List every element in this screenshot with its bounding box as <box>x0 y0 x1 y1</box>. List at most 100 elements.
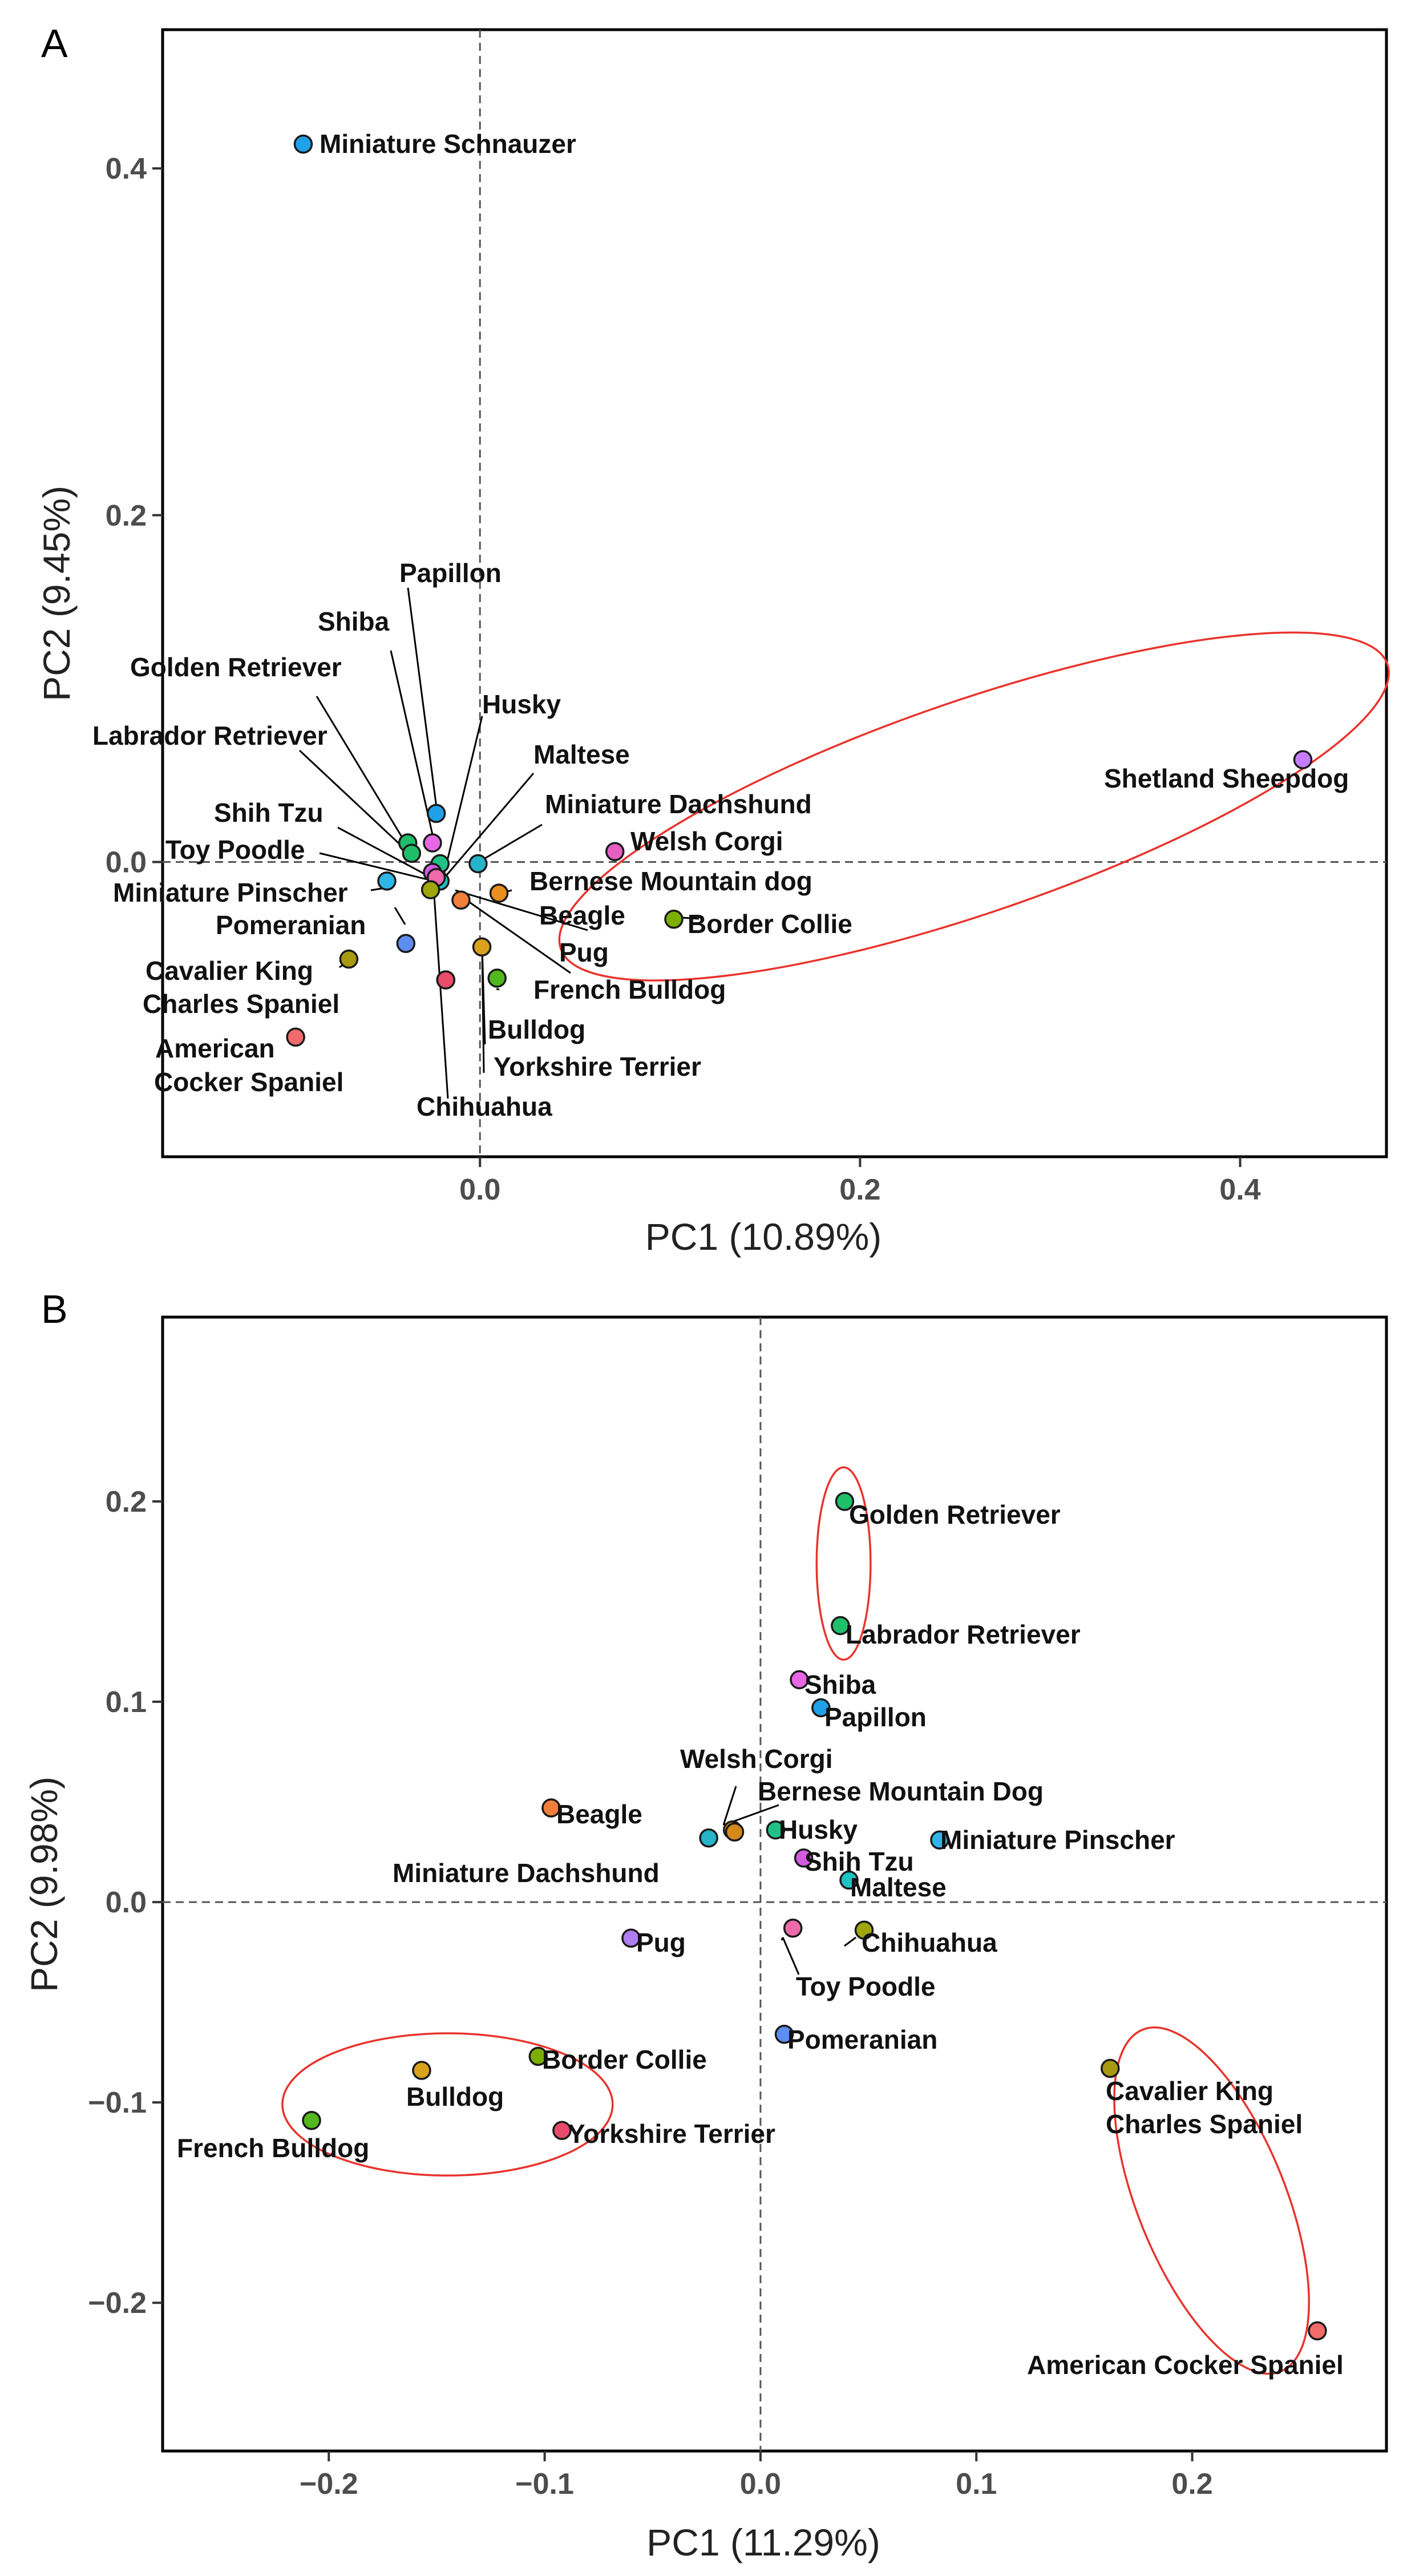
label-french-bulldog: French Bulldog <box>177 2133 369 2163</box>
x-tick-label: 0.2 <box>839 1173 880 1206</box>
panel-a-point-labels: Miniature Schnauzer Shetland Sheepdog Pa… <box>92 129 1349 1121</box>
label-golden-retriever: Golden Retriever <box>130 652 342 682</box>
x-tick-label: 0.0 <box>459 1173 500 1206</box>
label-papillon: Papillon <box>824 1702 927 1732</box>
point-american-cocker-spaniel <box>1308 2321 1327 2341</box>
panel-b-x-axis-title: PC1 (11.29%) <box>646 2521 880 2563</box>
panel-b: B −0.2 −0.1 0.0 0.1 0.2 −0.2 −0.1 0.0 0.1 0.2 Gol… <box>23 1287 1388 2563</box>
point-husky <box>766 1820 786 1840</box>
y-tick-label: −0.2 <box>88 2287 147 2320</box>
label-miniature-dachshund: Miniature Dachshund <box>393 1858 660 1888</box>
point-miniature-dachshund <box>699 1828 718 1848</box>
label-yorkshire-terrier: Yorkshire Terrier <box>568 2119 775 2149</box>
panel-a-reference-lines <box>163 30 1386 1157</box>
label-toy-poodle: Toy Poodle <box>165 835 305 865</box>
label-chihuahua: Chihuahua <box>862 1928 997 1957</box>
label-shiba: Shiba <box>318 607 390 636</box>
cluster-ellipse-1 <box>558 631 1390 982</box>
label-welsh-corgi: Welsh Corgi <box>680 1744 833 1774</box>
label-cavalier-line1: Cavalier King <box>145 956 313 986</box>
label-border-collie: Border Collie <box>688 909 852 939</box>
point-labrador-retriever <box>402 843 422 863</box>
panel-a-y-axis-title: PC2 (9.45%) <box>35 486 78 701</box>
label-toy-poodle: Toy Poodle <box>796 1972 936 2001</box>
label-american-line2: Cocker Spaniel <box>154 1067 343 1097</box>
label-cavalier-line2: Charles Spaniel <box>1106 2109 1303 2139</box>
label-bernese: Bernese Mountain Dog <box>758 1776 1044 1806</box>
panel-a-letter: A <box>41 21 68 66</box>
label-miniature-pinscher: Miniature Pinscher <box>113 878 348 907</box>
cluster-ellipse-2 <box>281 2032 614 2177</box>
y-tick-label: 0.4 <box>106 152 147 185</box>
panel-b-ellipses <box>281 1466 1310 2375</box>
point-golden-retriever <box>835 1492 855 1511</box>
label-french-bulldog: French Bulldog <box>533 975 726 1004</box>
label-maltese: Maltese <box>533 740 630 769</box>
label-husky: Husky <box>779 1815 858 1844</box>
cluster-ellipse-1 <box>815 1466 872 1661</box>
label-maltese: Maltese <box>850 1872 947 1902</box>
panel-b-reference-lines <box>163 1317 1386 2451</box>
point-miniature-pinscher <box>930 1830 949 1850</box>
panel-b-ticks: −0.2 −0.1 0.0 0.1 0.2 −0.2 −0.1 0.0 0.1 0.2 <box>88 1485 1212 2501</box>
x-tick-label: 0.4 <box>1219 1173 1260 1206</box>
panel-b-letter: B <box>41 1287 68 1331</box>
x-tick-label: 0.0 <box>740 2468 781 2501</box>
x-tick-label: 0.2 <box>1171 2468 1212 2501</box>
label-husky: Husky <box>482 689 561 719</box>
panel-a: A 0.0 0.2 0.4 0.0 0.2 0.4 <box>35 21 1390 1258</box>
label-miniature-schnauzer: Miniature Schnauzer <box>320 129 576 159</box>
label-welsh-corgi: Welsh Corgi <box>630 826 783 856</box>
point-border-collie <box>528 2046 548 2066</box>
point-yorkshire-terrier <box>436 970 456 990</box>
point-pomeranian <box>396 934 416 954</box>
point-chihuahua <box>854 1920 874 1940</box>
label-shiba: Shiba <box>804 1670 876 1699</box>
label-beagle: Beagle <box>556 1799 642 1829</box>
label-labrador-retriever: Labrador Retriever <box>92 721 327 750</box>
point-border-collie <box>664 909 684 929</box>
point-labrador-retriever <box>831 1616 850 1636</box>
point-papillon <box>811 1698 831 1718</box>
label-american-line1: American <box>155 1033 275 1063</box>
point-chihuahua <box>421 880 440 899</box>
point-miniature-pinscher <box>377 871 397 891</box>
label-bulldog: Bulldog <box>488 1015 585 1044</box>
x-tick-label: −0.1 <box>515 2468 574 2501</box>
label-american-cocker-spaniel: American Cocker Spaniel <box>1027 2350 1344 2380</box>
point-welsh-corgi <box>605 842 625 861</box>
panel-a-x-axis-title: PC1 (10.89%) <box>645 1216 882 1258</box>
panel-b-points <box>302 1492 1327 2341</box>
panel-a-ellipses <box>558 631 1390 982</box>
point-toy-poodle <box>783 1918 803 1938</box>
label-shih-tzu: Shih Tzu <box>214 798 324 827</box>
y-tick-label: −0.1 <box>88 2086 147 2119</box>
point-cavalier-king-charles-spaniel <box>1101 2058 1120 2078</box>
point-beagle <box>541 1798 561 1818</box>
point-shih-tzu <box>794 1848 814 1868</box>
y-tick-label: 0.2 <box>106 499 147 532</box>
point-french-bulldog <box>302 2111 321 2130</box>
point-french-bulldog <box>487 968 507 988</box>
label-border-collie: Border Collie <box>542 2045 707 2074</box>
panel-b-y-axis-title: PC2 (9.98%) <box>23 1776 65 1992</box>
point-shiba <box>790 1670 809 1690</box>
label-labrador-retriever: Labrador Retriever <box>846 1620 1081 1649</box>
y-tick-label: 0.1 <box>106 1686 147 1719</box>
point-yorkshire-terrier <box>552 2121 572 2141</box>
point-bulldog <box>412 2061 431 2080</box>
label-pug: Pug <box>636 1928 686 1957</box>
y-tick-label: 0.0 <box>106 846 147 879</box>
panel-b-frame <box>161 1315 1388 2453</box>
x-tick-label: 0.1 <box>956 2468 997 2501</box>
label-bulldog: Bulldog <box>406 2082 504 2111</box>
label-pug: Pug <box>559 938 609 967</box>
panel-a-ticks: 0.0 0.2 0.4 0.0 0.2 0.4 <box>106 152 1261 1206</box>
point-miniature-schnauzer <box>293 134 313 154</box>
label-chihuahua: Chihuahua <box>417 1092 552 1121</box>
y-tick-label: 0.0 <box>106 1886 147 1919</box>
point-american-cocker-spaniel <box>286 1027 305 1047</box>
cluster-ellipse-3 <box>1113 2026 1310 2375</box>
point-bernese-mountain-dog <box>489 883 509 903</box>
